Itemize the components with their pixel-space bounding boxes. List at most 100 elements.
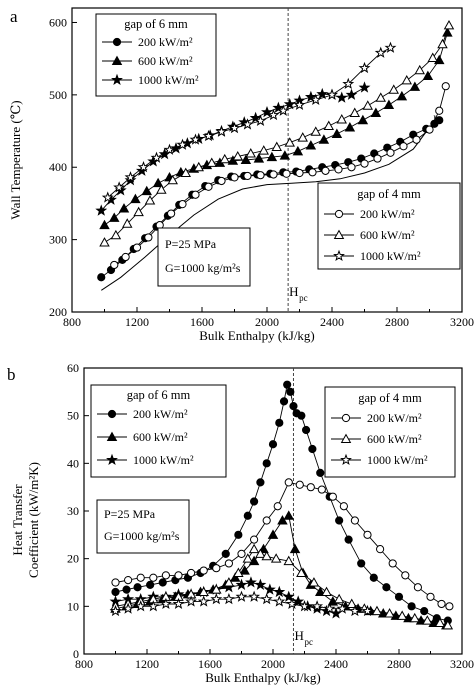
data-point	[321, 586, 332, 597]
data-point	[318, 134, 330, 144]
data-point	[152, 177, 164, 188]
data-point	[260, 592, 273, 605]
data-point	[277, 104, 290, 116]
data-point	[373, 154, 382, 163]
y-tick-label: 30	[67, 504, 79, 518]
data-point	[401, 571, 410, 580]
data-point	[386, 148, 395, 157]
data-point	[414, 64, 425, 75]
data-point	[295, 168, 304, 178]
series-6	[101, 41, 397, 203]
legend-label: 600 kW/m²	[133, 430, 188, 444]
data-point	[253, 153, 265, 163]
data-point	[109, 212, 120, 222]
data-point	[149, 573, 158, 582]
data-point	[215, 125, 228, 137]
data-point	[221, 549, 230, 559]
data-point	[317, 485, 326, 494]
data-point	[331, 128, 343, 138]
data-point	[384, 608, 395, 618]
data-point	[282, 590, 295, 602]
legend-label: 200 kW/m²	[138, 35, 193, 49]
data-point	[323, 120, 334, 131]
data-point	[311, 600, 324, 612]
data-point	[250, 497, 259, 506]
data-point	[435, 116, 444, 125]
legend-title: gap of 6 mm	[127, 388, 191, 402]
y-tick-label: 60	[67, 361, 79, 375]
legend-marker	[334, 209, 344, 219]
data-point	[256, 171, 265, 180]
series-4	[111, 478, 454, 611]
data-point	[407, 602, 416, 611]
y-tick-label: 10	[67, 599, 79, 613]
data-point	[235, 578, 248, 590]
hpc-label: H	[289, 284, 298, 299]
data-point	[348, 604, 361, 617]
data-point	[296, 567, 307, 577]
legend-title: gap of 4 mm	[357, 187, 421, 201]
data-point	[234, 530, 243, 539]
data-point	[261, 550, 272, 561]
series-5	[99, 19, 455, 247]
data-point	[167, 174, 178, 185]
data-point	[334, 165, 343, 174]
y-tick-label: 600	[49, 15, 67, 29]
y-tick-label: 50	[67, 409, 79, 423]
data-point	[295, 480, 304, 489]
data-point	[437, 38, 448, 49]
data-point	[245, 148, 256, 158]
data-point	[401, 74, 412, 85]
data-point	[362, 100, 373, 110]
x-tick-label: 2800	[387, 657, 411, 671]
data-point	[308, 577, 320, 587]
data-point	[99, 219, 110, 230]
data-point	[413, 583, 422, 592]
data-point	[335, 91, 348, 103]
data-point	[382, 583, 391, 592]
series-line	[114, 86, 447, 266]
data-point	[258, 145, 269, 155]
hpc-subscript: pc	[299, 293, 308, 303]
data-point	[199, 566, 208, 575]
data-point	[346, 598, 357, 608]
panel-letter: b	[7, 365, 16, 384]
data-point	[345, 88, 358, 100]
data-point	[187, 568, 196, 578]
x-tick-label: 2400	[320, 315, 344, 329]
y-tick-label: 20	[67, 552, 79, 566]
legend-title: gap of 4 mm	[358, 391, 422, 405]
panel-letter: a	[10, 7, 18, 26]
data-point	[163, 143, 176, 155]
data-point	[286, 387, 295, 396]
data-point	[223, 577, 235, 587]
data-point	[232, 150, 243, 161]
data-point	[350, 516, 359, 525]
data-point	[388, 84, 399, 94]
data-point	[284, 137, 295, 147]
data-point	[289, 543, 301, 554]
data-point	[202, 129, 215, 142]
data-point	[132, 243, 142, 252]
data-point	[304, 90, 317, 103]
x-tick-label: 2000	[255, 315, 279, 329]
x-tick-label: 800	[63, 315, 81, 329]
data-point	[110, 229, 122, 240]
legend-1: gap of 6 mm 200 kW/m² 600 kW/m² 1000 kW/m²	[90, 384, 227, 478]
data-point	[248, 590, 261, 602]
data-point	[212, 564, 221, 573]
annotation-line: G=1000 kg/m²s	[165, 261, 241, 275]
data-point	[285, 597, 298, 609]
data-point	[146, 580, 155, 589]
data-point	[239, 565, 250, 575]
data-point	[369, 573, 378, 582]
data-point	[161, 571, 170, 580]
data-point	[399, 142, 408, 151]
data-point	[422, 70, 434, 81]
data-point	[229, 572, 241, 582]
data-point	[130, 193, 141, 204]
data-point	[284, 478, 293, 487]
data-point	[349, 107, 360, 117]
legend-marker	[106, 453, 118, 466]
data-point	[228, 121, 241, 134]
